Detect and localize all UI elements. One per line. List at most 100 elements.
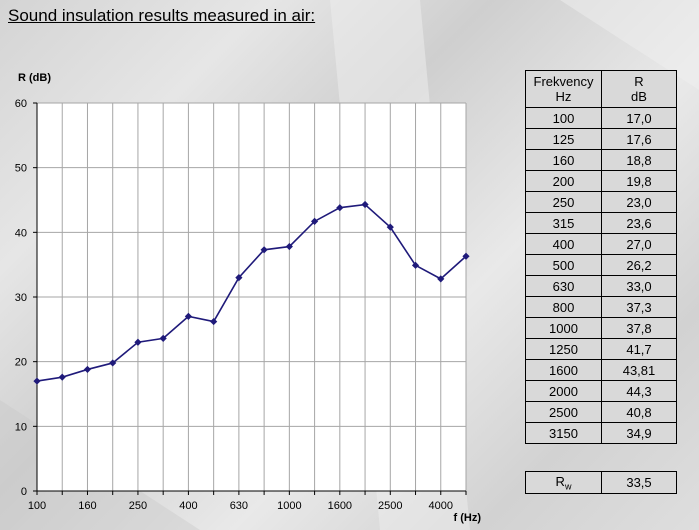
data-point [184,312,193,320]
x-tick-label: 4000 [429,500,453,512]
r-value-cell: 23,6 [601,212,677,234]
r-value-cell: 44,3 [601,380,677,402]
data-point [462,252,470,260]
y-tick-labels: 0 10 20 30 40 50 60 [15,98,27,498]
data-point [109,359,117,367]
frequency-cell: 315 [525,212,602,234]
frequency-header: Frekvency Hz [525,70,602,108]
table-row: 200 19,8 [525,170,677,192]
table-row: 250 23,0 [525,191,677,213]
frequency-cell: 200 [525,170,602,192]
data-point [411,261,420,269]
data-point [134,338,142,346]
chart-grid [37,102,467,492]
data-point [310,217,319,225]
data-point [159,334,167,342]
table-row: 2500 40,8 [525,401,677,423]
series-line [36,203,467,382]
data-point [386,223,394,231]
table-row: 630 33,0 [525,275,677,297]
y-tick-label: 40 [15,227,27,239]
table-row: 315 23,6 [525,212,677,234]
r-value-cell: 18,8 [601,149,677,171]
frequency-cell: 400 [525,233,602,255]
r-value-cell: 23,0 [601,191,677,213]
table-body: 100 17,0 125 17,6 160 18,8 200 19,8 250 23,0 315 23… [525,107,677,444]
y-tick-label: 60 [15,98,27,110]
frequency-cell: 100 [525,107,602,129]
x-tick-label: 160 [78,500,96,512]
data-point [33,377,41,385]
data-point [210,317,218,326]
y-tick-label: 50 [15,163,27,175]
x-axis-label: f (Hz) [454,512,482,524]
data-point [437,275,445,283]
table-row: 3150 34,9 [525,422,677,444]
table-row: 2000 44,3 [525,380,677,402]
table-row: 125 17,6 [525,128,677,150]
data-point [361,200,369,209]
y-tick-label: 20 [15,357,27,369]
x-tick-label: 630 [230,500,248,512]
table-row: 160 18,8 [525,149,677,171]
rw-value: 33,5 [601,471,677,494]
table-row: 1600 43,81 [525,359,677,381]
frequency-cell: 1250 [525,338,602,360]
x-tick-label: 1000 [277,500,301,512]
frequency-cell: 2000 [525,380,602,402]
page-title: Sound insulation results measured in air… [8,6,316,25]
y-tick-label: 30 [15,292,27,304]
data-point [336,204,344,212]
x-tick-label: 2500 [378,500,402,512]
x-tick-label: 100 [28,500,46,512]
frequency-cell: 3150 [525,422,602,444]
r-value-cell: 19,8 [601,170,677,192]
r-value-cell: 34,9 [601,422,677,444]
x-tick-label: 400 [179,500,197,512]
data-point [260,246,268,254]
table-row: 400 27,0 [525,233,677,255]
chart-axes [33,102,467,495]
r-value-cell: 27,0 [601,233,677,255]
r-value-cell: 26,2 [601,254,677,276]
table-row: 500 26,2 [525,254,677,276]
frequency-cell: 500 [525,254,602,276]
data-point [235,274,243,282]
frequency-cell: 800 [525,296,602,318]
data-point [285,242,293,251]
rw-row: Rw 33,5 [525,471,677,494]
frequency-cell: 250 [525,191,602,213]
r-value-cell: 37,8 [601,317,677,339]
series-points [33,200,470,385]
table-row: 1250 41,7 [525,338,677,360]
frequency-cell: 630 [525,275,602,297]
r-value-cell: 41,7 [601,338,677,360]
rw-summary: Rw 33,5 [525,471,677,494]
frequency-cell: 2500 [525,401,602,423]
frequency-cell: 125 [525,128,602,150]
r-value-cell: 43,81 [601,359,677,381]
frequency-cell: 1000 [525,317,602,339]
r-value-cell: 17,6 [601,128,677,150]
r-value-cell: 33,0 [601,275,677,297]
r-value-cell: 40,8 [601,401,677,423]
data-point [83,365,92,374]
rw-label: Rw [525,471,602,494]
y-tick-label: 0 [21,486,27,498]
table-row: 800 37,3 [525,296,677,318]
y-tick-label: 10 [15,421,27,433]
frequency-cell: 160 [525,149,602,171]
x-tick-labels: 100 160 250 400 630 1000 1600 2500 4000 [28,500,453,512]
r-value-cell: 37,3 [601,296,677,318]
r-value-cell: 17,0 [601,107,677,129]
y-axis-label: R (dB) [18,72,51,84]
table-row: 1000 37,8 [525,317,677,339]
frequency-cell: 1600 [525,359,602,381]
x-tick-label: 250 [129,500,147,512]
table-row: 100 17,0 [525,107,677,129]
x-tick-label: 1600 [328,500,352,512]
